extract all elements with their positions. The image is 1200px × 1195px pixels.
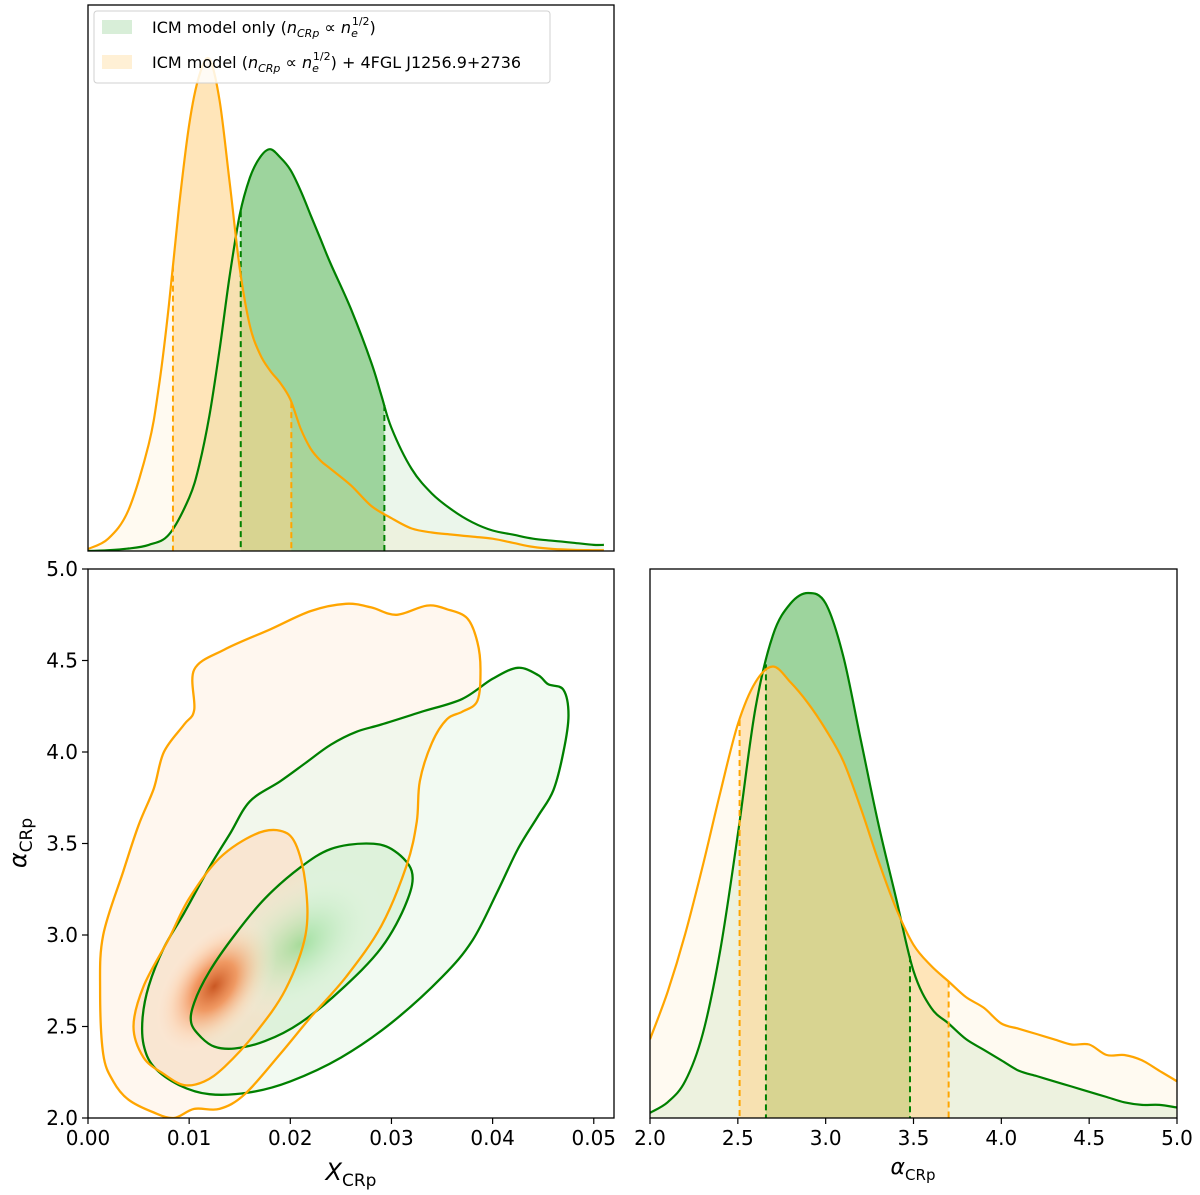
joint-x-tick-label: 0.03	[369, 1126, 414, 1150]
alpha-marginal-curve-1	[650, 665, 1177, 1083]
joint-x-tick-label: 0.04	[470, 1126, 515, 1150]
joint-y-tick-label: 2.0	[46, 1106, 78, 1130]
joint-density-peak-1	[152, 916, 277, 1056]
marginal-alpha-x-ticks: 2.0 2.5 3.0 3.5 4.0 4.5 5.0	[634, 1118, 1193, 1150]
alpha-x-tick-label: 5.0	[1161, 1126, 1193, 1150]
alpha-x-tick-label: 4.5	[1073, 1126, 1105, 1150]
joint-x-axis-label: XCRp	[324, 1158, 377, 1191]
joint-x-tick-label: 0.05	[572, 1126, 617, 1150]
alpha-x-tick-label: 2.5	[722, 1126, 754, 1150]
joint-panel: 0.00 0.01 0.02 0.03 0.04 0.05 2.0 2.5 3.0 3.5 4.0…	[4, 557, 616, 1191]
legend-box	[93, 10, 551, 84]
legend-entry-icm-only: ICM model only (nCRp ∝ ne1/2)	[152, 15, 376, 40]
joint-x-tick-label: 0.01	[167, 1126, 212, 1150]
joint-contour-0-1	[189, 842, 414, 1050]
joint-y-tick-label: 4.5	[46, 649, 78, 673]
alpha-x-tick-label: 3.5	[898, 1126, 930, 1150]
joint-contour-1-1	[132, 828, 309, 1087]
alpha-marginal-series-1-interval-fill	[739, 666, 949, 1118]
joint-y-tick-label: 3.5	[46, 832, 78, 856]
x-marginal-curve-0	[88, 148, 604, 551]
joint-y-tick-label: 5.0	[46, 557, 78, 581]
marginal-alpha-x-axis-label: αCRp	[891, 1155, 936, 1184]
marginal-x-panel: ICM model only (nCRp ∝ ne1/2) ICM model …	[87, 4, 615, 552]
joint-x-tick-label: 0.02	[268, 1126, 313, 1150]
marginal-x-frame	[87, 4, 615, 552]
joint-contour-1-0	[98, 602, 482, 1118]
joint-x-tick-label: 0.00	[66, 1126, 111, 1150]
marginal-alpha-panel: 2.0 2.5 3.0 3.5 4.0 4.5 5.0 αCRp	[634, 568, 1193, 1184]
joint-y-tick-label: 3.0	[46, 923, 78, 947]
x-marginal-series-1-interval-fill	[173, 58, 292, 551]
alpha-x-tick-label: 4.0	[985, 1126, 1017, 1150]
legend-entry-icm-plus-4fgl: ICM model (nCRp ∝ ne1/2) + 4FGL J1256.9+…	[152, 50, 521, 75]
joint-y-ticks: 2.0 2.5 3.0 3.5 4.0 4.5 5.0	[46, 557, 88, 1130]
legend-swatch-icm-plus-4fgl	[102, 55, 132, 69]
legend-swatch-icm-only	[102, 20, 132, 34]
joint-y-tick-label: 4.0	[46, 740, 78, 764]
joint-y-axis-label: αCRp	[4, 818, 37, 868]
joint-y-tick-label: 2.5	[46, 1015, 78, 1039]
alpha-x-tick-label: 2.0	[634, 1126, 666, 1150]
joint-contour-0-0	[140, 666, 570, 1096]
legend: ICM model only (nCRp ∝ ne1/2) ICM model …	[93, 10, 551, 84]
alpha-x-tick-label: 3.0	[810, 1126, 842, 1150]
x-marginal-curve-1	[88, 56, 604, 551]
joint-x-ticks: 0.00 0.01 0.02 0.03 0.04 0.05	[66, 1118, 616, 1150]
